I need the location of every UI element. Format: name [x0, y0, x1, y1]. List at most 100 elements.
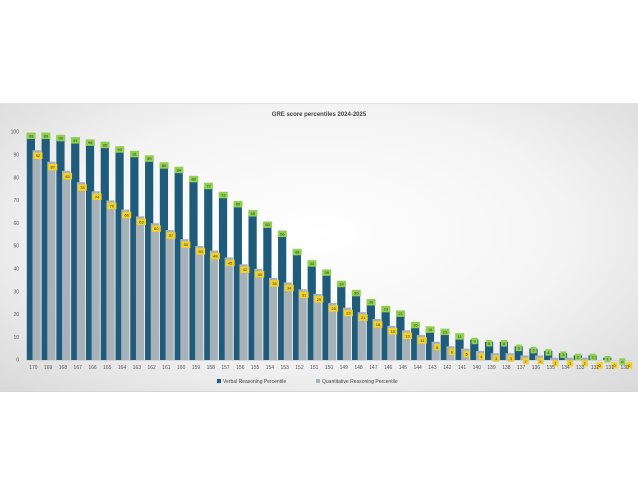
data-label-bg-quantitative [255, 271, 265, 278]
x-tick-label: 162 [147, 365, 156, 371]
data-label-bg-verbal [130, 150, 140, 158]
chart-area: GRE score percentiles 2024-2025 0 10 20 30 4… [0, 103, 638, 392]
y-tick-label: 50 [13, 244, 19, 250]
bar-quantitative [165, 230, 174, 360]
data-label-verbal: 93 [118, 147, 123, 152]
data-label-quantitative: 3 [495, 356, 498, 361]
y-tick-label: 80 [13, 175, 19, 181]
bar-verbal [174, 168, 183, 360]
data-label-bg-verbal [292, 248, 302, 256]
bar-quantitative [579, 357, 588, 360]
data-label-bg-quantitative [225, 259, 235, 267]
data-label-bg-quantitative [567, 359, 574, 367]
data-label-bg-verbal [455, 333, 465, 340]
bars-group [26, 134, 612, 360]
x-tick-label: 143 [428, 365, 437, 371]
bar-quantitative [431, 341, 440, 360]
bar-verbal [189, 177, 198, 360]
data-label-bg-verbal [203, 182, 213, 190]
data-label-bg-quantitative [581, 359, 588, 367]
y-tick-label: 60 [13, 221, 19, 227]
bar-verbal [26, 134, 35, 360]
x-tick-label: 150 [325, 365, 334, 371]
data-label-bg-quantitative [448, 348, 455, 356]
x-tick-label: 139 [487, 365, 496, 371]
data-label-verbal: 60 [265, 222, 270, 227]
x-tick-label: 167 [74, 365, 83, 371]
data-label-bg-verbal [589, 353, 596, 361]
data-label-bg-verbal [100, 141, 110, 149]
bar-verbal [484, 341, 494, 360]
data-label-quantitative: 3 [510, 356, 513, 361]
x-tick-label: 148 [354, 365, 363, 371]
data-label-quantitative: 42 [243, 267, 248, 272]
bar-quantitative [91, 191, 100, 360]
data-label-quantitative: 31 [302, 292, 307, 297]
y-tick-label: 100 [11, 130, 20, 136]
bar-verbal [425, 328, 435, 360]
data-label-bg-quantitative [181, 241, 191, 248]
x-tick-label: 138 [502, 365, 511, 371]
data-label-bg-verbal [574, 353, 581, 361]
bar-verbal [337, 282, 346, 360]
data-label-quantitative: 83 [65, 174, 70, 179]
data-label-bg-verbal [218, 191, 228, 199]
data-label-verbal: 0 [621, 359, 624, 364]
x-tick-label: 159 [192, 365, 201, 371]
data-label-quantitative: 53 [184, 242, 189, 247]
data-label-bg-verbal [486, 340, 493, 347]
data-label-bg-quantitative [478, 353, 485, 360]
legend: Verbal Reasoning Percentile Quantitative… [217, 379, 398, 385]
x-tick-label: 168 [59, 365, 68, 371]
data-label-verbal: 26 [369, 300, 374, 305]
x-tick-label: 153 [280, 365, 289, 371]
data-label-verbal: 21 [398, 311, 403, 316]
x-tick-label: 146 [384, 365, 393, 371]
x-tick-label: 142 [443, 365, 452, 371]
x-axis: 170 169 168 167 166 165 164 163 162 161 160 159 158 1… [26, 360, 632, 371]
data-label-quantitative: 50 [198, 249, 203, 254]
bar-quantitative [180, 239, 189, 360]
y-axis: 0 10 20 30 40 50 60 70 80 90 100 [11, 130, 20, 364]
data-label-verbal: 96 [88, 140, 93, 145]
data-label-quantitative: 1 [554, 361, 557, 366]
y-tick-label: 10 [13, 335, 19, 341]
data-label-verbal: 86 [162, 163, 167, 168]
data-label-verbal: 48 [295, 250, 300, 255]
data-label-bg-quantitative [507, 355, 514, 362]
data-label-verbal: 8 [488, 341, 491, 346]
data-label-bg-quantitative [552, 359, 559, 367]
data-label-bg-quantitative [63, 173, 73, 180]
data-label-quantitative: 13 [405, 333, 410, 338]
data-label-verbal: 2 [577, 354, 580, 359]
data-label-bg-verbal [425, 326, 435, 333]
data-label-quantitative: 2 [539, 358, 542, 363]
bar-quantitative [135, 216, 145, 360]
data-label-verbal: 13 [443, 329, 448, 334]
x-tick-label: 163 [133, 365, 142, 371]
data-labels-group: 9992998798839778967495709366916389608657… [26, 132, 633, 369]
x-tick-label: 131 [606, 365, 615, 371]
x-tick-label: 165 [103, 365, 112, 371]
legend-label-quantitative: Quantitative Reasoning Percentile [322, 379, 398, 385]
data-label-quantitative: 6 [451, 349, 454, 354]
bar-quantitative [564, 357, 573, 360]
bar-verbal [499, 341, 508, 360]
data-label-bg-quantitative [403, 332, 413, 340]
data-label-bg-verbal [501, 340, 508, 347]
data-label-verbal: 91 [132, 152, 137, 157]
data-label-verbal: 8 [503, 341, 506, 346]
bar-verbal [85, 141, 95, 360]
data-label-bg-quantitative [388, 328, 398, 335]
x-tick-label: 144 [414, 365, 423, 371]
data-label-verbal: 65 [251, 211, 256, 216]
data-label-bg-quantitative [284, 284, 294, 292]
y-tick-label: 90 [13, 153, 19, 159]
bar-quantitative [342, 307, 352, 360]
data-label-bg-quantitative [299, 291, 309, 299]
data-label-quantitative: 0 [613, 363, 616, 368]
x-tick-label: 166 [88, 365, 97, 371]
data-label-quantitative: 0 [628, 363, 631, 368]
x-tick-label: 157 [221, 365, 230, 371]
bar-verbal [41, 134, 50, 360]
